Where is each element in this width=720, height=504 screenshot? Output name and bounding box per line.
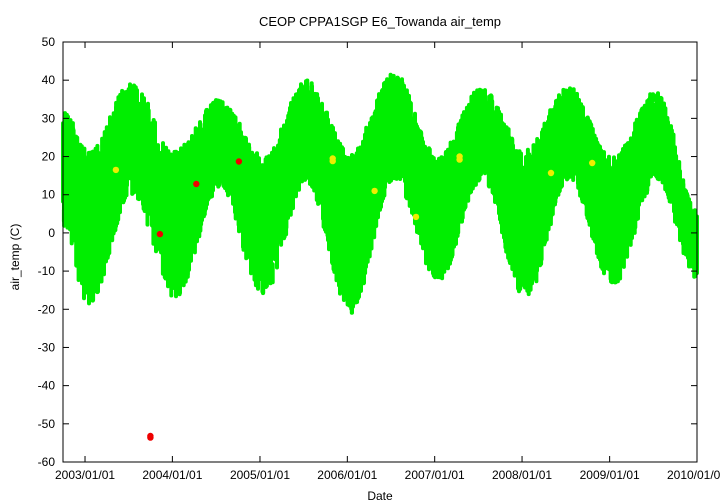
y-tick-label: 0	[48, 226, 55, 240]
y-tick-label: -40	[38, 379, 56, 393]
y-axis: -60 -50 -40 -30 -20 -10 0 10 20 30 40 50	[38, 35, 697, 469]
x-axis: 2003/01/01 2004/01/01 2005/01/01 2006/01/01…	[55, 42, 720, 482]
y-axis-label: air_temp (C)	[8, 224, 22, 291]
chart-title: CEOP CPPA1SGP E6_Towanda air_temp	[259, 14, 501, 29]
y-tick-label: -20	[38, 302, 56, 316]
flag-yellow-point	[589, 159, 596, 167]
x-tick-label: 2006/01/01	[317, 468, 377, 482]
flag-yellow-point	[412, 213, 420, 221]
flag-red-point	[147, 434, 154, 441]
flag-yellow-point	[371, 187, 378, 195]
flag-red-point	[235, 158, 243, 165]
flag-yellow-point	[456, 156, 463, 163]
flag-red-point	[156, 230, 164, 238]
x-tick-label: 2010/01/01	[667, 468, 720, 482]
y-tick-label: 10	[42, 188, 56, 202]
series-flag-red	[147, 158, 243, 441]
flag-yellow-point	[547, 169, 555, 177]
plot-data	[61, 72, 699, 441]
plot-frame	[62, 41, 698, 463]
x-tick-label: 2007/01/01	[405, 468, 465, 482]
x-axis-label: Date	[367, 489, 393, 503]
y-tick-label: -10	[38, 264, 56, 278]
x-tick-label: 2008/01/01	[492, 468, 552, 482]
y-tick-label: 30	[42, 111, 56, 125]
y-tick-label: -60	[38, 455, 56, 469]
series-air-temp	[61, 72, 699, 315]
x-tick-label: 2004/01/01	[142, 468, 202, 482]
y-tick-label: 20	[42, 150, 56, 164]
flag-red-point	[193, 180, 200, 188]
series-flag-yellow	[112, 153, 596, 221]
y-tick-label: -50	[38, 417, 56, 431]
y-tick-label: 50	[42, 35, 56, 49]
y-tick-label: 40	[42, 73, 56, 87]
flag-yellow-point	[329, 157, 336, 165]
flag-yellow-point	[112, 166, 120, 174]
y-tick-label: -30	[38, 340, 56, 354]
x-tick-label: 2005/01/01	[230, 468, 290, 482]
x-tick-label: 2003/01/01	[55, 468, 115, 482]
x-tick-label: 2009/01/01	[580, 468, 640, 482]
